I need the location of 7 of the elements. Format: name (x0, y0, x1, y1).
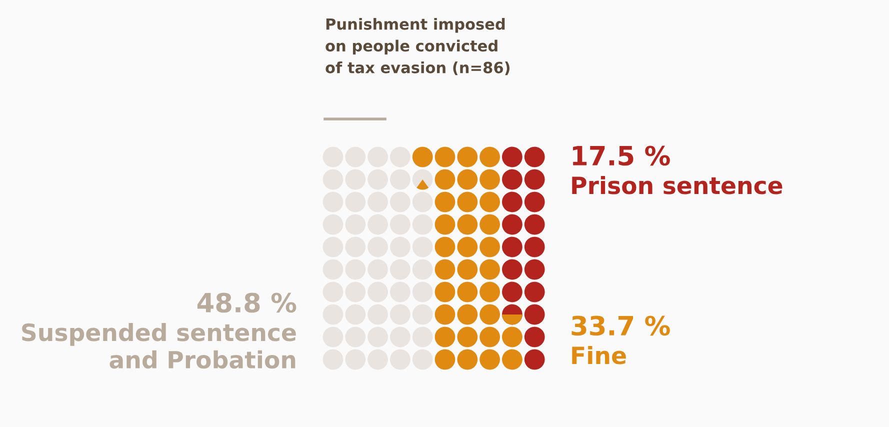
data-label: 48.8 % (197, 292, 296, 313)
data-label: 17.5 % (572, 146, 670, 166)
text: Punishment imposed on people convicted of tax evasion (n=86) (326, 18, 510, 76)
category-label: Suspended sentence and Probation (22, 323, 296, 369)
data-label: 33.7 % (572, 316, 670, 336)
category-label: Fine (572, 346, 626, 364)
category-label: Prison sentence (572, 176, 782, 194)
